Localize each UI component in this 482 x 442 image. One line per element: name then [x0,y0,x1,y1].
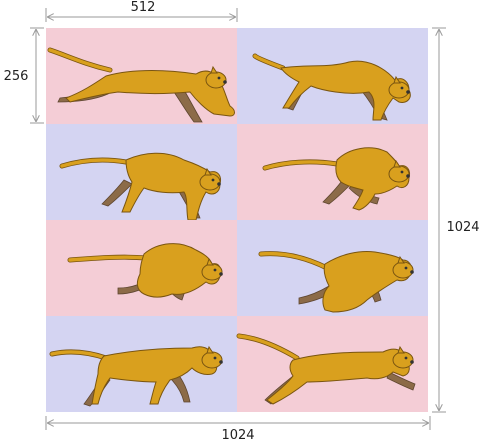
cougar-far-leg [173,89,203,123]
sprite-frame-1 [46,28,237,124]
sprite-grid [46,28,428,412]
cougar-tail [68,255,148,262]
cougar-tail [253,54,285,70]
sheet-height-dimension: 1024 [432,27,480,413]
cougar-nose [223,80,227,84]
cougar-tail [237,334,299,360]
sprite-frame-8 [236,316,428,412]
cougar-body [266,348,410,405]
cougar-nose [410,270,414,274]
cougar-nose [219,360,223,364]
cougar-ear [397,255,405,264]
cougar-eye [404,266,408,270]
cougar-eye [211,178,215,182]
cougar-far-leg [169,373,191,403]
cougar-body [335,147,410,211]
cougar-crouch [262,147,410,211]
cougar-tail [263,160,339,170]
cougar-head [392,351,414,369]
cougar-ear [393,75,401,84]
cougar-body [136,243,222,298]
cougar-eye [213,356,217,360]
cougar-head [201,263,223,281]
cougar-body [280,60,411,121]
sprite-frame-3 [46,124,237,221]
frame-width-label: 512 [131,0,156,15]
cougar-eye [213,268,217,272]
sprite-frame-2 [237,28,428,124]
sprite-frame-4 [237,124,428,220]
frame-height-dimension: 256 [4,27,44,124]
cougar-body [322,251,412,313]
cougar-ear [210,65,218,74]
cougar-tail [60,158,128,168]
cougar-tuck [67,243,223,301]
sprite-frame-6 [237,220,428,316]
sheet-height-label: 1024 [446,220,479,235]
cougar-head [388,81,410,99]
sheet-width-dimension: 1024 [45,416,431,442]
cougar-full-stretch [236,333,416,405]
cougar-eye [404,356,408,360]
cougar-stride [49,345,223,407]
cougar-nose [406,90,410,94]
cougar-far-leg [386,371,416,391]
cougar-ear [206,257,214,266]
cougar-eye [217,76,221,80]
cougar-ear [204,167,212,176]
frame-width-dimension: 512 [45,0,238,22]
cougar-head [205,71,227,89]
sheet-width-label: 1024 [221,428,254,442]
cougar-push-off [258,251,414,313]
cougar-body [65,70,235,117]
cougar-reach [252,53,411,121]
cougar-ear [393,159,401,168]
cougar-tail [259,251,329,270]
frame-height-label: 256 [4,69,29,84]
cougar-nose [219,272,223,276]
cougar-far-leg [322,181,350,205]
cougar-head [388,165,410,183]
cougar-nose [410,360,414,364]
cougar-nose [406,174,410,178]
cougar-eye [400,170,404,174]
cougar-head [199,173,221,191]
cougar-extended-leap [47,47,235,123]
sprite-frame-5 [46,220,237,316]
cougar-tail [50,350,108,360]
cougar-head [392,261,414,279]
cougar-far-leg [101,179,133,207]
cougar-ear [206,345,214,354]
cougar-eye [400,86,404,90]
cougar-tail [48,48,112,72]
cougar-gather [59,152,221,221]
sprite-frame-7 [46,316,237,412]
cougar-head [201,351,223,369]
cougar-nose [217,182,221,186]
cougar-ear [397,345,405,354]
